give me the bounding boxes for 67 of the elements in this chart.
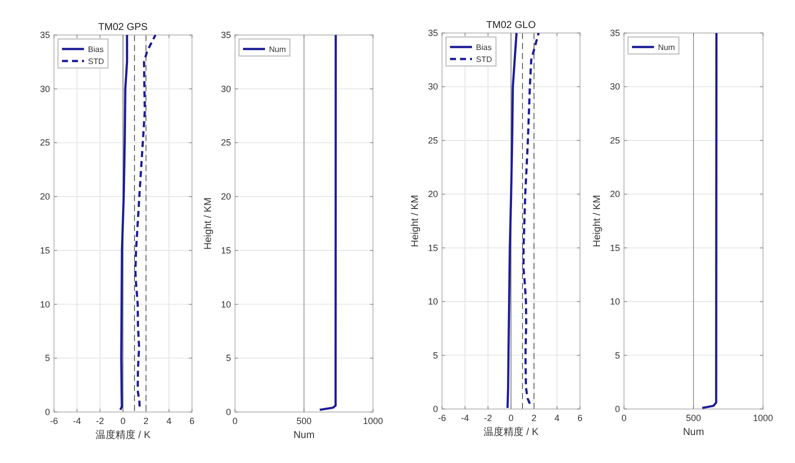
x-axis-title: Num bbox=[682, 427, 704, 438]
x-tick-label: 6 bbox=[577, 413, 583, 423]
y-tick-label: 35 bbox=[610, 28, 620, 38]
y-tick-label: 20 bbox=[610, 189, 620, 200]
legend-label: STD bbox=[88, 57, 104, 66]
legend: Num bbox=[628, 36, 680, 54]
y-tick-label: 30 bbox=[40, 84, 50, 94]
y-tick-label: 10 bbox=[428, 296, 438, 307]
x-tick-label: -2 bbox=[96, 416, 104, 426]
y-tick-label: 20 bbox=[220, 192, 231, 202]
legend-label: Bias bbox=[88, 45, 104, 54]
x-tick-label: 0 bbox=[508, 413, 514, 423]
x-tick-label: 4 bbox=[554, 413, 560, 423]
x-axis-title: Num bbox=[293, 430, 315, 441]
y-axis-title: Height / KM bbox=[592, 194, 603, 248]
legend-label: STD bbox=[476, 55, 492, 64]
x-tick-label: -2 bbox=[484, 413, 492, 423]
y-tick-label: 0 bbox=[432, 404, 438, 414]
x-tick-label: 0 bbox=[232, 416, 238, 426]
legend: Num bbox=[238, 38, 290, 56]
x-tick-label: -6 bbox=[50, 416, 58, 426]
y-tick-label: 30 bbox=[220, 84, 231, 94]
x-tick-label: 1000 bbox=[362, 416, 384, 426]
y-tick-label: 25 bbox=[610, 135, 620, 146]
y-tick-label: 5 bbox=[44, 353, 50, 364]
y-tick-label: 5 bbox=[432, 350, 438, 360]
y-tick-label: 5 bbox=[614, 350, 620, 360]
y-tick-label: 30 bbox=[610, 82, 620, 92]
y-tick-label: 20 bbox=[40, 192, 50, 202]
x-tick-label: -6 bbox=[438, 413, 446, 423]
x-tick-label: 500 bbox=[296, 416, 312, 426]
x-tick-label: 6 bbox=[189, 416, 195, 426]
x-tick-label: 500 bbox=[686, 413, 702, 423]
y-tick-label: 0 bbox=[614, 404, 620, 414]
legend-label: Bias bbox=[476, 43, 492, 52]
y-tick-label: 10 bbox=[220, 299, 231, 310]
legend-label: Num bbox=[658, 43, 676, 52]
y-tick-label: 15 bbox=[428, 242, 438, 253]
y-tick-label: 25 bbox=[428, 135, 438, 146]
y-tick-label: 25 bbox=[40, 138, 50, 148]
y-tick-label: 10 bbox=[40, 299, 50, 310]
legend-label: Num bbox=[269, 45, 286, 54]
y-axis-title: Height / KM bbox=[203, 197, 214, 250]
y-tick-label: 15 bbox=[610, 242, 620, 253]
x-axis-title: 温度精度 / K bbox=[483, 426, 539, 438]
chart-title: TM02 GLO bbox=[486, 20, 536, 31]
y-tick-label: 5 bbox=[226, 353, 231, 364]
x-tick-label: -4 bbox=[72, 416, 82, 426]
x-tick-label: 0 bbox=[621, 413, 627, 423]
y-tick-label: 10 bbox=[610, 296, 620, 307]
y-tick-label: 25 bbox=[220, 138, 231, 148]
y-tick-label: 15 bbox=[220, 245, 231, 256]
x-tick-label: 0 bbox=[120, 416, 126, 426]
y-tick-label: 15 bbox=[40, 245, 50, 256]
x-axis-title: 温度精度 / K bbox=[95, 429, 151, 441]
y-tick-label: 35 bbox=[220, 30, 231, 40]
y-tick-label: 20 bbox=[428, 189, 438, 200]
y-tick-label: 35 bbox=[428, 28, 438, 38]
y-tick-label: 30 bbox=[428, 82, 438, 92]
x-tick-label: 1000 bbox=[752, 413, 774, 423]
chart-title: TM02 GPS bbox=[98, 22, 148, 33]
y-axis-title: Height / KM bbox=[410, 194, 421, 248]
x-tick-label: 2 bbox=[531, 413, 537, 423]
x-tick-label: 2 bbox=[143, 416, 149, 426]
x-tick-label: -4 bbox=[460, 413, 470, 423]
y-tick-label: 35 bbox=[40, 30, 50, 40]
x-tick-label: 4 bbox=[166, 416, 172, 426]
